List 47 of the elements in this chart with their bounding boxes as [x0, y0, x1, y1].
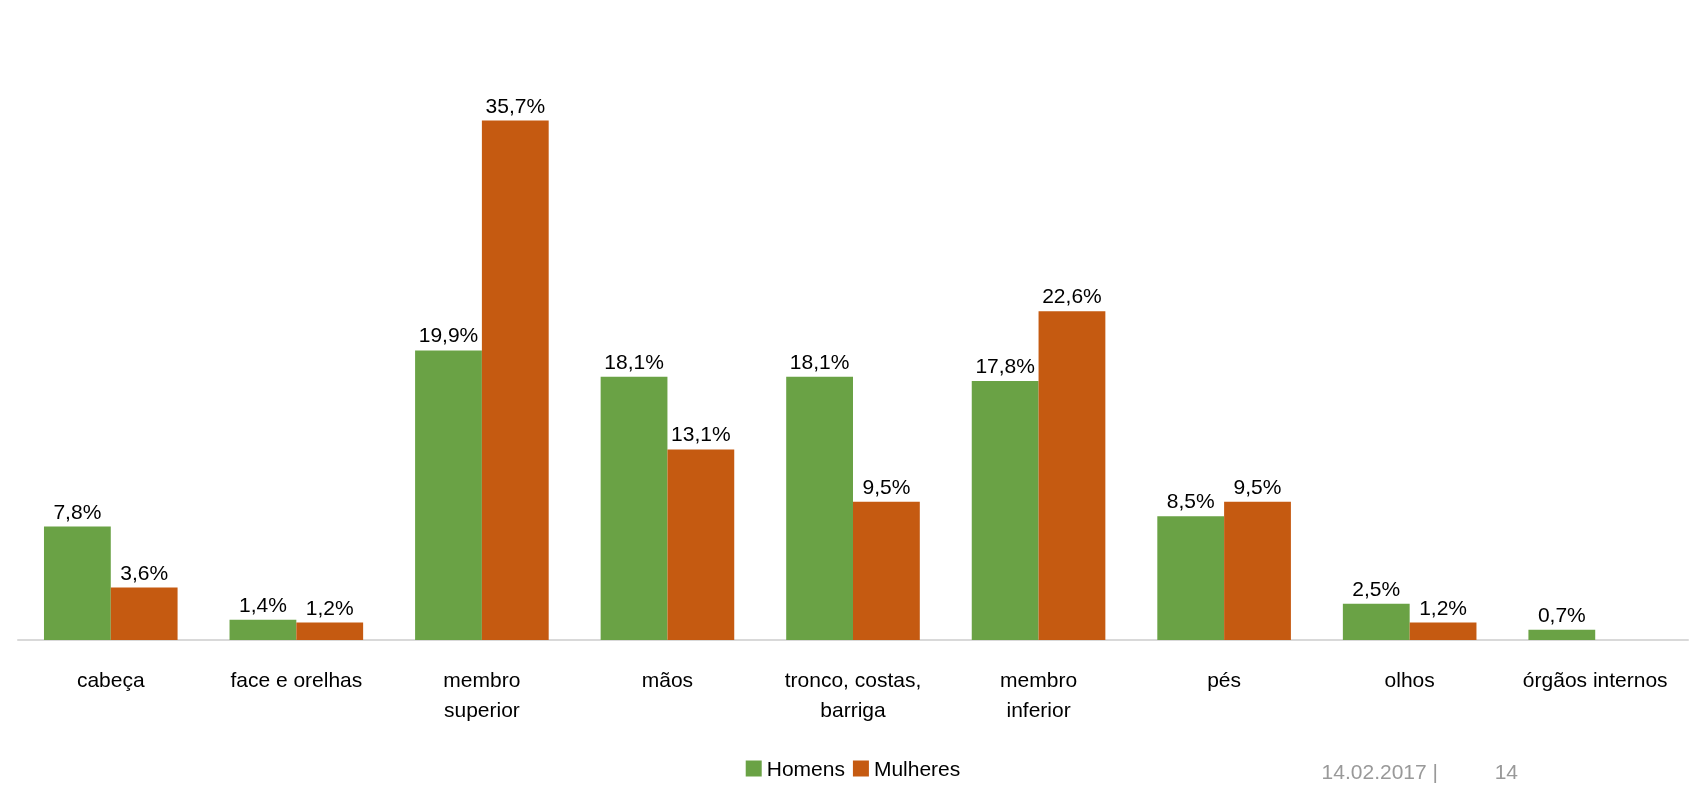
x-tick-label: pés	[1207, 667, 1242, 691]
x-tick-label: olhos	[1384, 667, 1435, 691]
data-label: 17,8%	[975, 354, 1035, 378]
bar	[600, 376, 668, 640]
data-label: 1,4%	[239, 592, 287, 616]
data-label: 9,5%	[862, 474, 911, 498]
data-label: 9,5%	[1233, 474, 1282, 498]
bar	[229, 619, 297, 640]
x-tick-label: tronco, costas, barriga	[784, 667, 922, 721]
x-tick-label: órgãos internos	[1522, 667, 1668, 691]
bar	[110, 587, 178, 640]
x-tick-label: membro inferior	[1000, 667, 1078, 721]
text: 14	[1494, 760, 1519, 783]
data-label: 7,8%	[53, 499, 102, 523]
data-label: 1,2%	[305, 595, 354, 619]
bar	[1528, 629, 1596, 640]
bar	[853, 501, 920, 640]
data-label: 22,6%	[1042, 284, 1102, 308]
bar	[1224, 501, 1291, 640]
bar	[971, 381, 1039, 640]
data-label: 2,5%	[1352, 576, 1401, 600]
text: 14.02.2017 |	[1321, 760, 1439, 783]
bar	[296, 622, 364, 640]
bar	[1409, 622, 1477, 640]
data-label: 13,1%	[671, 422, 731, 446]
bar	[1342, 603, 1410, 640]
bar	[415, 350, 482, 640]
legend-label: Mulheres	[873, 757, 961, 780]
data-label: 8,5%	[1166, 489, 1215, 513]
bar	[667, 449, 735, 640]
legend-label: Homens	[766, 757, 845, 780]
data-label: 18,1%	[604, 349, 664, 373]
x-tick-label: face e orelhas	[230, 667, 363, 691]
bar	[1157, 516, 1225, 640]
data-label: 19,9%	[418, 323, 479, 347]
x-tick-label: mãos	[641, 667, 694, 691]
bar	[43, 526, 111, 640]
bar	[1038, 311, 1106, 640]
data-label: 18,1%	[789, 349, 850, 373]
x-tick-label: cabeça	[76, 667, 145, 691]
data-label: 1,2%	[1419, 595, 1467, 619]
data-label: 35,7%	[485, 93, 546, 117]
bar	[481, 120, 549, 640]
x-tick-label: membro superior	[443, 667, 521, 721]
bar	[786, 376, 853, 640]
data-label: 0,7%	[1537, 602, 1586, 626]
data-label: 3,6%	[120, 560, 169, 584]
